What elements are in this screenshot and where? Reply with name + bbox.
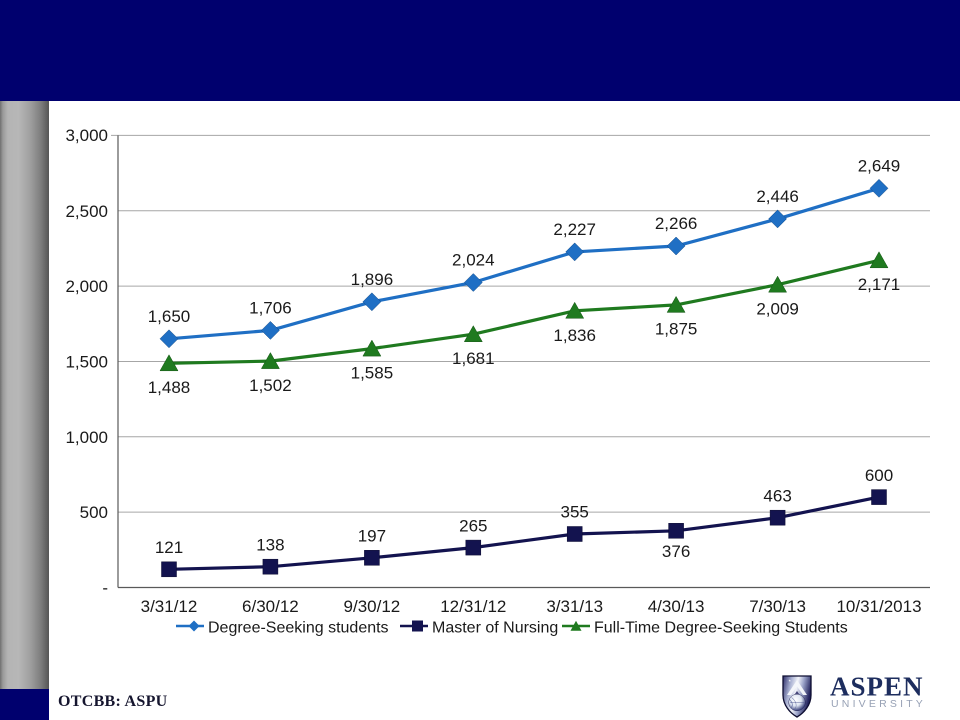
svg-text:3/31/13: 3/31/13 — [546, 597, 603, 616]
svg-text:1,875: 1,875 — [655, 320, 698, 339]
svg-text:500: 500 — [80, 503, 108, 522]
svg-text:3,000: 3,000 — [65, 126, 108, 145]
svg-text:6/30/12: 6/30/12 — [242, 597, 299, 616]
svg-text:1,836: 1,836 — [553, 326, 596, 345]
svg-text:1,000: 1,000 — [65, 428, 108, 447]
svg-text:1,681: 1,681 — [452, 349, 495, 368]
svg-text:1,896: 1,896 — [351, 270, 394, 289]
svg-text:2,500: 2,500 — [65, 202, 108, 221]
svg-text:12/31/12: 12/31/12 — [440, 597, 506, 616]
svg-text:Master of Nursing: Master of Nursing — [432, 620, 558, 637]
svg-text:121: 121 — [155, 538, 183, 557]
svg-text:1,502: 1,502 — [249, 376, 292, 395]
svg-text:-: - — [102, 579, 108, 598]
svg-text:Degree-Seeking students: Degree-Seeking students — [208, 620, 389, 637]
svg-text:3/31/12: 3/31/12 — [141, 597, 198, 616]
svg-text:600: 600 — [865, 466, 893, 485]
svg-text:463: 463 — [763, 486, 791, 505]
svg-text:4/30/13: 4/30/13 — [648, 597, 705, 616]
svg-text:2,446: 2,446 — [756, 187, 799, 206]
svg-text:138: 138 — [256, 535, 284, 554]
svg-text:2,024: 2,024 — [452, 251, 495, 270]
svg-text:2,171: 2,171 — [858, 275, 901, 294]
svg-text:1,500: 1,500 — [65, 352, 108, 371]
svg-text:Full-Time Degree-Seeking Stude: Full-Time Degree-Seeking Students — [594, 620, 848, 637]
svg-text:197: 197 — [358, 527, 386, 546]
svg-text:2,227: 2,227 — [553, 220, 596, 239]
svg-text:1,706: 1,706 — [249, 299, 292, 318]
svg-text:9/30/12: 9/30/12 — [344, 597, 401, 616]
svg-text:1,585: 1,585 — [351, 363, 394, 382]
svg-text:1,650: 1,650 — [148, 307, 191, 326]
svg-text:2,000: 2,000 — [65, 277, 108, 296]
svg-text:1,488: 1,488 — [148, 378, 191, 397]
svg-text:10/31/2013: 10/31/2013 — [836, 597, 921, 616]
svg-text:2,649: 2,649 — [858, 157, 901, 176]
svg-text:UNIVERSITY: UNIVERSITY — [831, 698, 926, 710]
svg-text:376: 376 — [662, 542, 690, 561]
svg-text:265: 265 — [459, 516, 487, 535]
svg-text:2,009: 2,009 — [756, 299, 799, 318]
svg-text:355: 355 — [561, 503, 589, 522]
svg-text:7/30/13: 7/30/13 — [749, 597, 806, 616]
svg-text:2,266: 2,266 — [655, 214, 698, 233]
